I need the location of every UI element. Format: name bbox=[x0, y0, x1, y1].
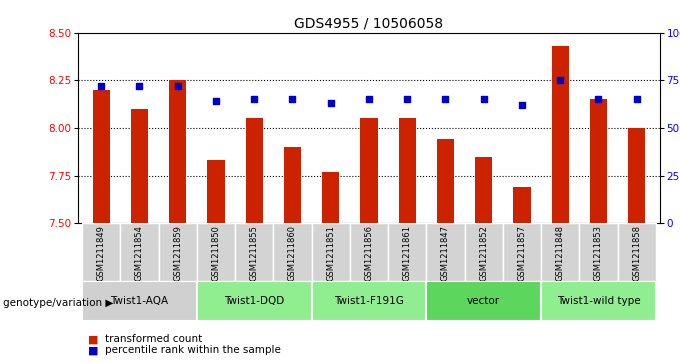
FancyBboxPatch shape bbox=[541, 223, 579, 281]
Text: GSM1211859: GSM1211859 bbox=[173, 225, 182, 281]
FancyBboxPatch shape bbox=[82, 281, 197, 321]
FancyBboxPatch shape bbox=[617, 223, 656, 281]
Point bbox=[172, 83, 183, 89]
Text: vector: vector bbox=[467, 296, 500, 306]
Bar bbox=[360, 118, 377, 223]
Text: GSM1211851: GSM1211851 bbox=[326, 225, 335, 281]
Text: GSM1211852: GSM1211852 bbox=[479, 225, 488, 281]
Text: percentile rank within the sample: percentile rank within the sample bbox=[105, 345, 282, 355]
Text: GSM1211861: GSM1211861 bbox=[403, 225, 411, 281]
Bar bbox=[398, 118, 415, 223]
FancyBboxPatch shape bbox=[464, 223, 503, 281]
FancyBboxPatch shape bbox=[579, 223, 617, 281]
Text: GSM1211854: GSM1211854 bbox=[135, 225, 144, 281]
Text: GSM1211849: GSM1211849 bbox=[97, 225, 105, 281]
Bar bbox=[207, 160, 224, 223]
Text: GSM1211855: GSM1211855 bbox=[250, 225, 258, 281]
Bar bbox=[284, 147, 301, 223]
FancyBboxPatch shape bbox=[541, 281, 656, 321]
FancyBboxPatch shape bbox=[311, 223, 350, 281]
Point bbox=[287, 97, 298, 102]
FancyBboxPatch shape bbox=[197, 281, 311, 321]
Text: GSM1211857: GSM1211857 bbox=[517, 225, 526, 281]
FancyBboxPatch shape bbox=[273, 223, 311, 281]
Text: genotype/variation ▶: genotype/variation ▶ bbox=[3, 298, 114, 308]
FancyBboxPatch shape bbox=[235, 223, 273, 281]
Point bbox=[631, 97, 642, 102]
Bar bbox=[551, 46, 568, 223]
Title: GDS4955 / 10506058: GDS4955 / 10506058 bbox=[294, 16, 443, 30]
Point bbox=[555, 77, 566, 83]
FancyBboxPatch shape bbox=[350, 223, 388, 281]
Point bbox=[249, 97, 260, 102]
Text: transformed count: transformed count bbox=[105, 334, 203, 344]
Point bbox=[593, 97, 604, 102]
Point bbox=[517, 102, 528, 108]
Text: GSM1211858: GSM1211858 bbox=[632, 225, 641, 281]
Point bbox=[134, 83, 145, 89]
FancyBboxPatch shape bbox=[158, 223, 197, 281]
Bar bbox=[131, 109, 148, 223]
Point bbox=[402, 97, 413, 102]
Text: GSM1211847: GSM1211847 bbox=[441, 225, 450, 281]
Bar bbox=[475, 156, 492, 223]
Text: Twist1-F191G: Twist1-F191G bbox=[334, 296, 404, 306]
Point bbox=[96, 83, 107, 89]
Bar bbox=[92, 90, 109, 223]
Bar bbox=[169, 80, 186, 223]
Text: Twist1-DQD: Twist1-DQD bbox=[224, 296, 284, 306]
Point bbox=[440, 97, 451, 102]
Point bbox=[363, 97, 374, 102]
Text: ■: ■ bbox=[88, 345, 99, 355]
Text: GSM1211860: GSM1211860 bbox=[288, 225, 297, 281]
FancyBboxPatch shape bbox=[120, 223, 158, 281]
Bar bbox=[590, 99, 607, 223]
FancyBboxPatch shape bbox=[426, 281, 541, 321]
Bar bbox=[628, 128, 645, 223]
Point bbox=[325, 100, 336, 106]
FancyBboxPatch shape bbox=[388, 223, 426, 281]
Bar bbox=[245, 118, 262, 223]
FancyBboxPatch shape bbox=[311, 281, 426, 321]
Text: GSM1211848: GSM1211848 bbox=[556, 225, 564, 281]
FancyBboxPatch shape bbox=[82, 223, 120, 281]
Point bbox=[478, 97, 489, 102]
Bar bbox=[437, 139, 454, 223]
Bar bbox=[513, 187, 530, 223]
Bar bbox=[322, 172, 339, 223]
Text: Twist1-AQA: Twist1-AQA bbox=[110, 296, 169, 306]
Text: GSM1211856: GSM1211856 bbox=[364, 225, 373, 281]
FancyBboxPatch shape bbox=[426, 223, 464, 281]
FancyBboxPatch shape bbox=[503, 223, 541, 281]
Text: GSM1211850: GSM1211850 bbox=[211, 225, 220, 281]
Text: Twist1-wild type: Twist1-wild type bbox=[557, 296, 640, 306]
FancyBboxPatch shape bbox=[197, 223, 235, 281]
Point bbox=[210, 98, 221, 104]
Text: GSM1211853: GSM1211853 bbox=[594, 225, 603, 281]
Text: ■: ■ bbox=[88, 334, 99, 344]
